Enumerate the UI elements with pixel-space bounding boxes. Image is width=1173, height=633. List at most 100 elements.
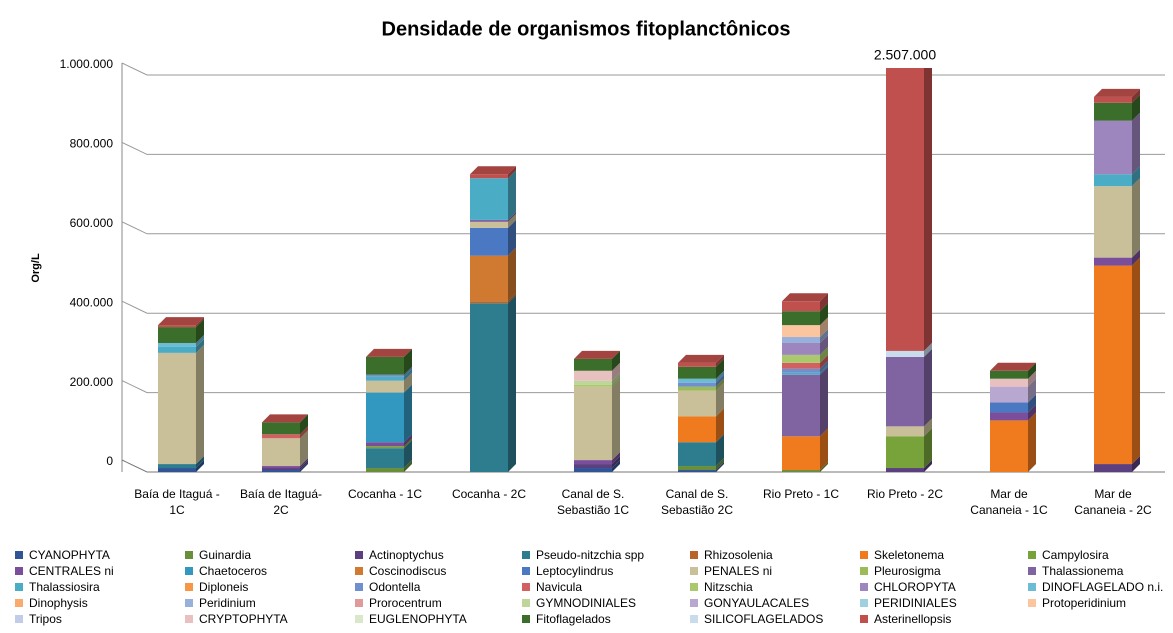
bar-segment [886,428,932,469]
bar-segment [574,456,620,469]
bar-side [716,378,724,391]
bar-side [1132,88,1140,103]
bar-side [820,366,828,437]
bar-front [886,426,924,437]
bar-side [612,350,620,371]
bar-front [470,303,508,472]
bar-segment [990,394,1036,413]
bar-segment [886,418,932,437]
legend-entry: CRYPTOPHYTA [185,612,288,626]
bar-front [782,311,820,326]
legend-swatch [355,615,363,623]
bar-segment [678,434,724,467]
bar-front [470,227,508,256]
legend-label: Rhizosolenia [704,548,773,562]
bar-segment [782,346,828,363]
legend-label: PENALES ni [704,564,773,578]
bar-segment [470,213,516,228]
legend-entry: Pleurosigma [860,564,941,578]
bar-top [990,362,1036,371]
bar-segment [262,414,308,435]
legend-entry: PENALES ni [690,564,772,578]
bar-side [196,460,204,472]
bar-side [300,460,308,471]
legend-swatch [690,583,698,591]
x-tick-label: Rio Preto - 2C [866,487,944,501]
legend-swatch [522,567,530,575]
bar-side [404,434,412,447]
bar-segment [574,376,620,387]
bar-front [262,470,300,472]
bar-segment [990,378,1036,403]
bar-side [508,166,516,179]
bar-side [1132,456,1140,472]
bar-side [612,362,620,381]
legend-swatch [860,599,868,607]
legend-swatch [15,583,23,591]
bar-segment [678,358,724,379]
bar-side [196,456,204,469]
legend-label: Nitzschia [704,580,753,594]
bar-front [1094,96,1132,103]
legend-label: Protoperidinium [1042,596,1127,610]
bar-segment [782,317,828,338]
bar-side [300,430,308,467]
bar-front [782,342,820,355]
bar-front [678,416,716,443]
bar-front [574,464,612,469]
bar-side [196,334,204,347]
bar-segment [470,295,516,472]
bar-side [300,426,308,439]
bar-front [158,468,196,472]
legend-swatch [185,551,193,559]
bar-side [1028,404,1036,421]
bar-segment [366,440,412,469]
bar-segment [886,460,932,472]
bar-side [716,458,724,471]
legend-swatch [522,599,530,607]
bar-side [716,408,724,443]
bar-segment [1094,178,1140,258]
bar-front [366,392,404,443]
legend-swatch [1028,583,1036,591]
bar-front [678,382,716,387]
bar-front [366,380,404,393]
bar-segment [470,166,516,179]
bar-front [470,221,508,228]
legend-swatch [522,583,530,591]
bar-front [1094,186,1132,258]
bar-segment [366,438,412,449]
bar-front [678,366,716,379]
bar-side [300,462,308,472]
bar-side [924,428,932,469]
legend-swatch [15,615,23,623]
bar-front [366,374,404,377]
bar-front [782,354,820,363]
legend-swatch [185,567,193,575]
bar-side [1132,112,1140,175]
bar-segment [782,364,828,375]
bar-front [886,468,924,472]
bar-segment [366,372,412,393]
x-tick-label: Rio Preto - 1C [762,487,840,501]
legend-label: Pseudo-nitzchia spp [536,548,645,562]
bar-side [508,213,516,228]
bar-front [990,402,1028,413]
bar-side [716,374,724,387]
bar-front [158,325,196,328]
bar-side [1028,362,1036,379]
bar-segment [262,458,308,469]
bar-side [716,434,724,467]
legend-label: CHLOROPYTA [874,580,956,594]
bar-front [574,384,612,387]
chart-title: Densidade de organismos fitoplanctônicos [382,18,791,40]
bar-top [470,166,516,175]
legend-label: Dinophysis [29,596,88,610]
x-tick-label: Baía de Itaguá - 1C [134,487,220,517]
bar-segment [574,372,620,385]
y-tick-label: 400.000 [70,295,114,309]
bar-side [300,458,308,469]
bar-front [158,327,196,343]
bar-side [820,360,828,373]
